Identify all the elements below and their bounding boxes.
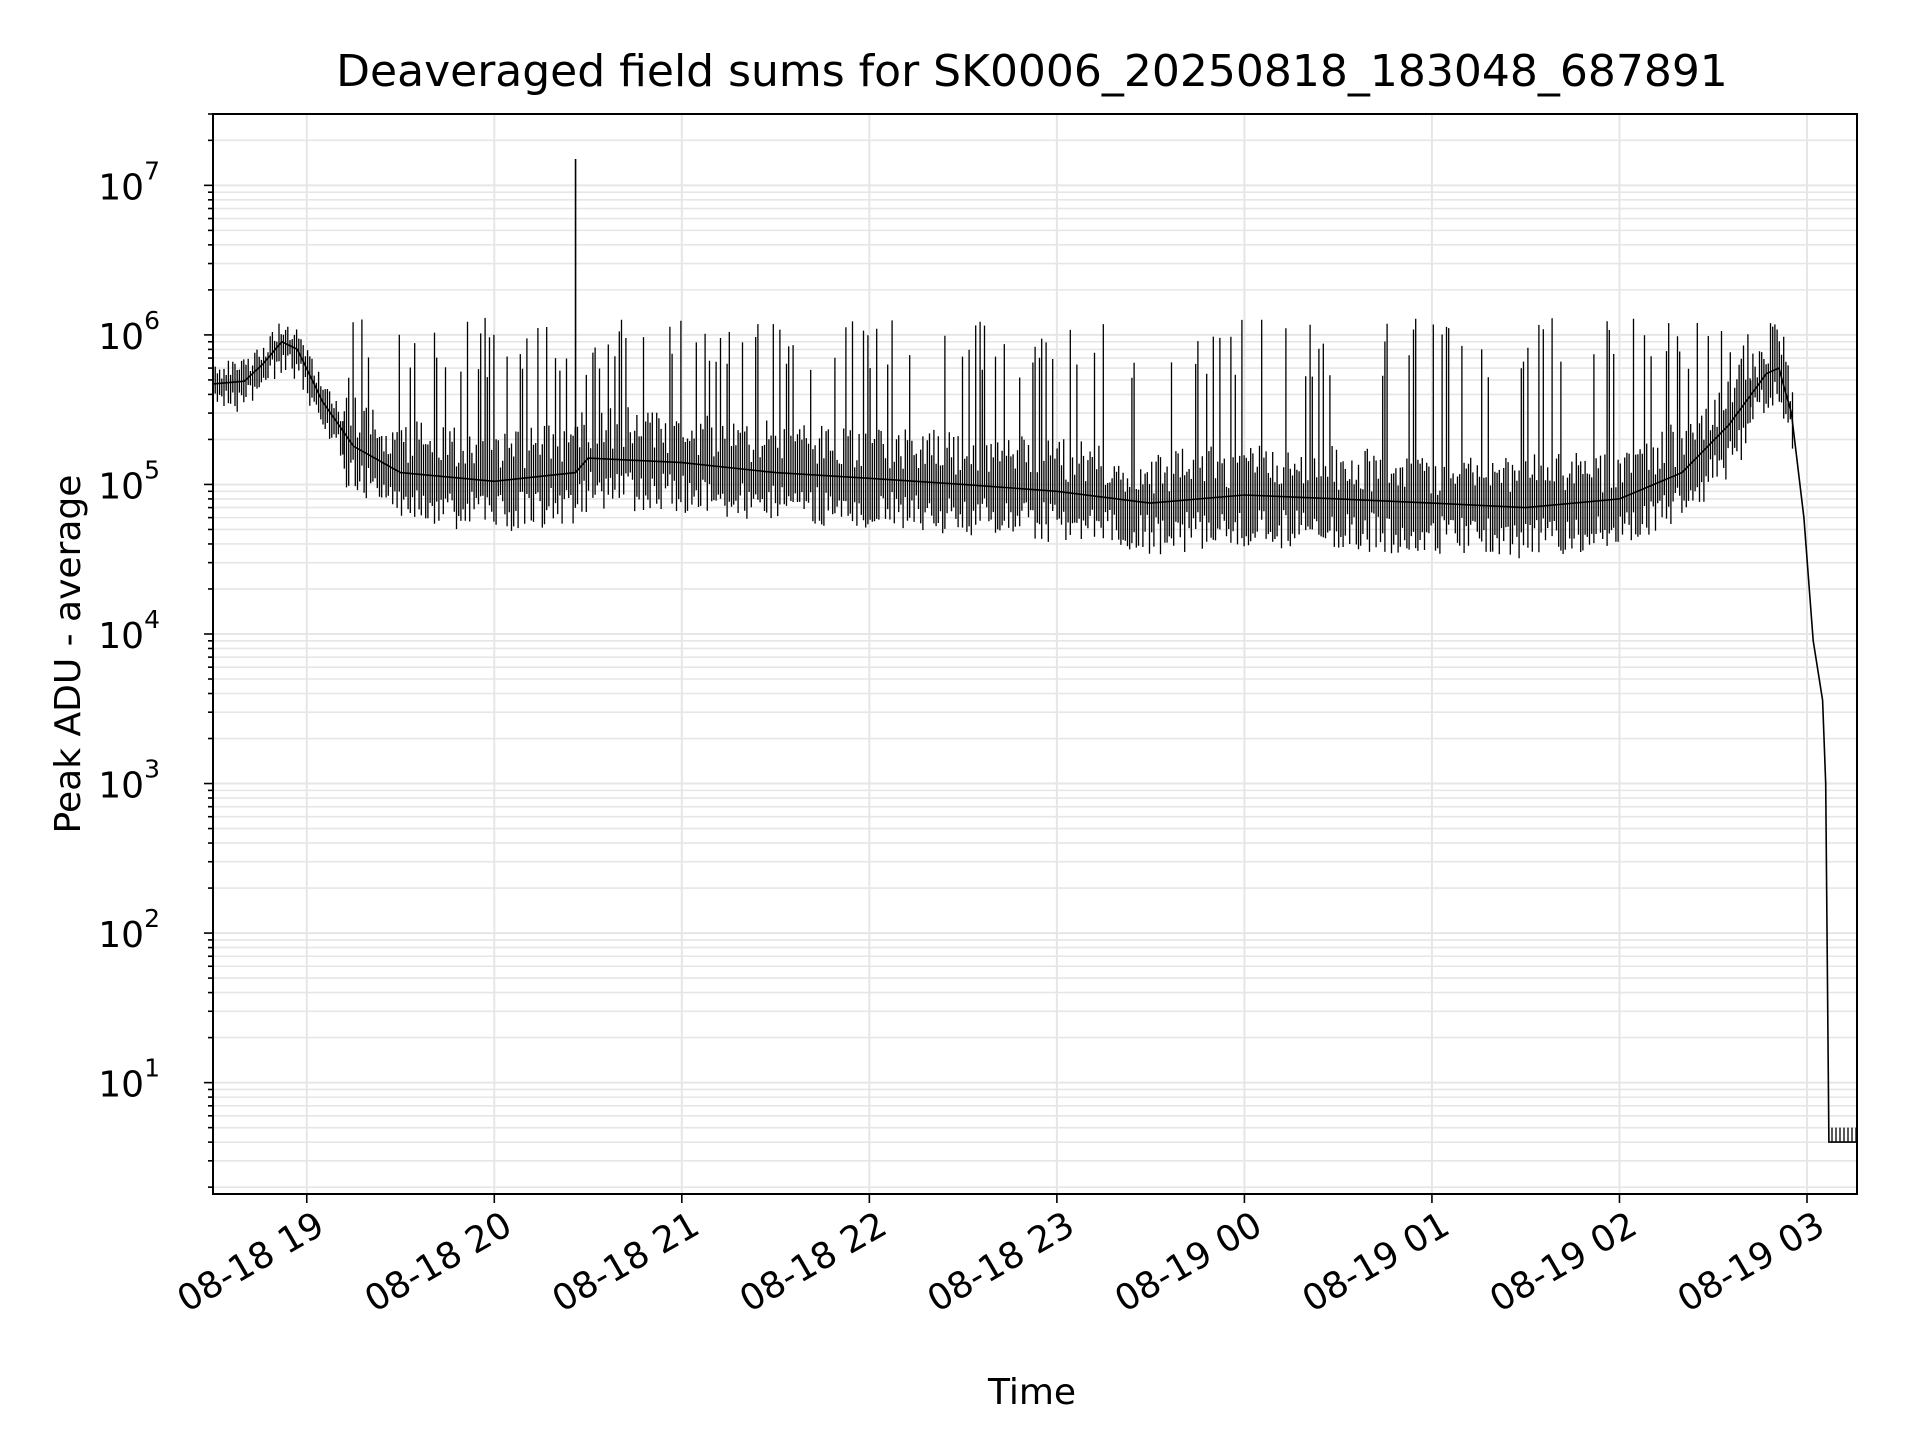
y-tick-label: 103 [98, 755, 160, 807]
y-tick-label-exponent: 3 [144, 755, 160, 784]
grid [213, 113, 1857, 1194]
y-tick-label: 107 [98, 156, 160, 208]
y-tick-label: 102 [98, 904, 160, 956]
y-tick-label-exponent: 4 [144, 605, 160, 634]
y-tick-label-base: 10 [98, 1065, 144, 1106]
y-tick-label-exponent: 1 [144, 1054, 160, 1083]
y-tick-label: 105 [98, 455, 160, 507]
plot-frame [212, 113, 1858, 1195]
y-tick-label-base: 10 [98, 466, 144, 507]
x-axis-label: Time [987, 1372, 1076, 1413]
y-tick-label-base: 10 [98, 766, 144, 807]
y-tick-label-base: 10 [98, 167, 144, 208]
data-series-line [212, 340, 1857, 1143]
y-tick-label-exponent: 2 [144, 904, 160, 933]
y-axis-label: Peak ADU - average [48, 475, 89, 834]
y-tick-label: 101 [98, 1054, 160, 1106]
y-tick-label-base: 10 [98, 915, 144, 956]
y-tick-label-base: 10 [98, 616, 144, 657]
y-tick-label-base: 10 [98, 317, 144, 358]
y-tick-label: 106 [98, 306, 160, 358]
y-tick-label-exponent: 7 [144, 156, 160, 185]
y-tick-label: 104 [98, 605, 160, 657]
chart-title: Deaveraged field sums for SK0006_2025081… [336, 46, 1728, 97]
y-tick-label-exponent: 6 [144, 306, 160, 335]
y-tick-label-exponent: 5 [144, 455, 160, 484]
